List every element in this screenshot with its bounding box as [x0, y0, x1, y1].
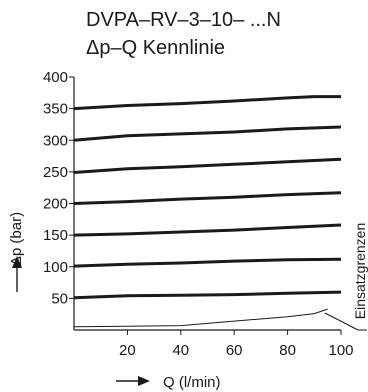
series-line-5 [74, 225, 341, 235]
series-line-6 [74, 259, 341, 266]
series-line-1 [74, 97, 341, 109]
series-line-limit [74, 309, 328, 327]
series-line-4 [74, 193, 341, 204]
x-tick-label: 60 [226, 342, 243, 359]
x-tick-label: 20 [119, 342, 136, 359]
y-tick-label: 50 [51, 290, 68, 307]
series-line-3 [74, 159, 341, 172]
y-tick-label: 150 [43, 227, 68, 244]
plot-lines [74, 97, 341, 327]
series-line-2 [74, 127, 341, 140]
x-tick-label: 100 [328, 342, 353, 359]
x-tick-label: 80 [279, 342, 296, 359]
chart-title: DVPA–RV–3–10– ...N [86, 9, 281, 31]
y-tick-label: 100 [43, 259, 68, 276]
chart-subtitle: Δp–Q Kennlinie [86, 37, 225, 59]
annotation-einsatzgrenzen: Einsatzgrenzen [352, 223, 368, 320]
y-tick-label: 250 [43, 164, 68, 181]
series-line-7 [74, 292, 341, 298]
y-tick-label: 400 [43, 69, 68, 86]
x-axis-title: Q (l/min) [163, 374, 221, 391]
y-tick-label: 300 [43, 132, 68, 149]
y-tick-label: 350 [43, 101, 68, 118]
y-tick-label: 200 [43, 196, 68, 213]
tick-labels: 50 100 150 200 250 300 350 400 20 40 60 80 100 [43, 69, 354, 359]
x-axis-arrow [116, 376, 150, 386]
x-tick-label: 40 [172, 342, 189, 359]
